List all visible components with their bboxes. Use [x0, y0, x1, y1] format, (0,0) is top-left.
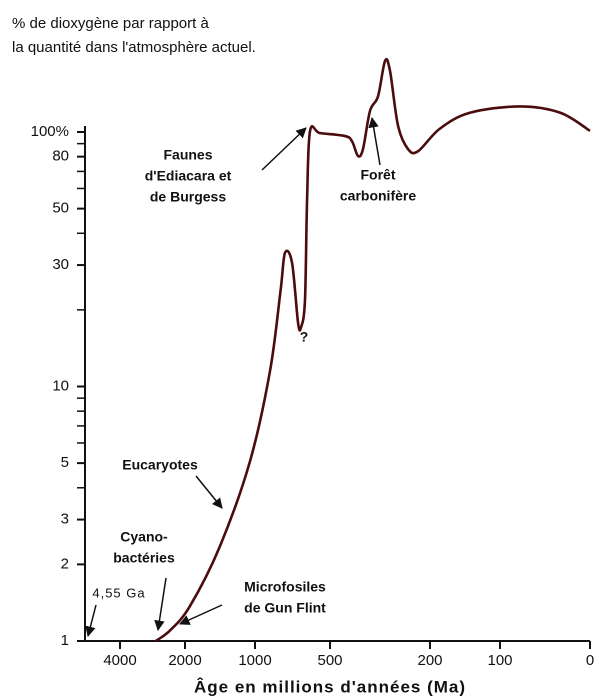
annotation-arrow — [154, 577, 167, 632]
x-tick-label: 0 — [586, 652, 594, 669]
x-tick-label: 4000 — [103, 652, 136, 669]
annotation: Microfosiles — [244, 579, 326, 595]
y-tick-label: 10 — [52, 377, 69, 394]
x-tick-label: 1000 — [238, 652, 271, 669]
y-tick-label: 3 — [61, 511, 69, 528]
y-tick-label: 2 — [61, 555, 69, 572]
annotation: Cyano- — [120, 529, 168, 545]
annotation-arrow — [179, 604, 223, 625]
annotation: de Gun Flint — [244, 600, 326, 616]
annotation-arrow — [195, 475, 223, 509]
chart-title: % de dioxygène par rapport à — [12, 15, 209, 32]
annotation-arrow — [261, 127, 307, 171]
x-tick-label: 200 — [417, 652, 442, 669]
data-line — [154, 57, 591, 643]
y-tick-label: 50 — [52, 200, 69, 217]
annotation-arrow — [368, 116, 381, 166]
annotation: d'Ediacara et — [145, 168, 232, 184]
chart-title: la quantité dans l'atmosphère actuel. — [12, 39, 256, 56]
x-tick-label: 500 — [317, 652, 342, 669]
x-tick-label: 2000 — [168, 652, 201, 669]
annotation: Faunes — [163, 147, 212, 163]
annotation: de Burgess — [150, 189, 226, 205]
y-tick-label: 30 — [52, 256, 69, 273]
y-tick-label: 5 — [61, 454, 69, 471]
x-axis-label: Âge en millions d'années (Ma) — [194, 677, 466, 696]
annotation: Forêt — [361, 167, 396, 183]
annotation: Eucaryotes — [122, 457, 198, 473]
annotation: bactéries — [113, 550, 175, 566]
annotation: 4,55 Ga — [92, 585, 145, 600]
y-tick-label: 1 — [61, 632, 69, 649]
annotation: ? — [300, 329, 309, 345]
annotation: carbonifère — [340, 188, 416, 204]
y-tick-label: 80 — [52, 148, 69, 165]
annotation-arrow — [85, 604, 97, 638]
x-tick-label: 100 — [487, 652, 512, 669]
y-tick-label: 100% — [31, 123, 69, 140]
